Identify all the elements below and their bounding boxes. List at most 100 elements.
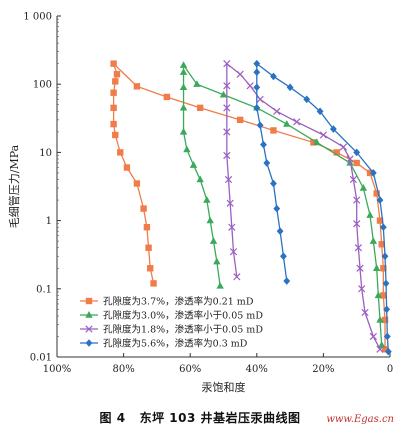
x-marker (236, 70, 244, 78)
triangle-marker (369, 237, 378, 244)
x-marker-stroke (339, 143, 348, 151)
x-marker (376, 345, 384, 353)
triangle-marker (283, 120, 291, 127)
x-marker (353, 220, 361, 228)
square-marker (236, 116, 244, 124)
triangle-marker (179, 83, 188, 91)
legend-item-3: 孔隙度为1.8%，渗透率小于0.05 mD (80, 324, 263, 336)
x-marker (361, 308, 369, 317)
x-marker (349, 175, 357, 184)
x-marker (223, 60, 231, 68)
legend: 孔隙度为3.7%，渗透率为0.21 mD 孔隙度为3.0%，渗透率小于0.05 m… (80, 296, 263, 350)
x-marker (356, 264, 364, 272)
diamond-marker (316, 107, 324, 116)
triangle-marker (189, 161, 198, 168)
x-marker-stroke (233, 273, 241, 281)
diamond-marker (353, 148, 361, 157)
x-marker-stroke (85, 325, 93, 333)
figure-number: 图 4 (99, 411, 126, 425)
triangle-marker (377, 340, 386, 348)
x-marker-stroke (369, 332, 377, 341)
square-marker (110, 120, 117, 128)
triangle-marker (179, 68, 188, 75)
square-marker (380, 265, 387, 272)
axes: 0.01 0.1 1 10 100 1 000 100% 80% 60% 40% 20% 0 汞饱和度 毛… (7, 12, 393, 395)
triangle-marker (313, 138, 321, 146)
triangle-marker (183, 145, 191, 153)
series-2 (179, 61, 386, 348)
square-marker (310, 139, 317, 146)
square-marker (380, 292, 387, 299)
x-marker-stroke (256, 95, 264, 103)
x-tick-label: 100% (43, 364, 72, 375)
diamond-marker (376, 196, 384, 204)
diamond-marker (273, 204, 281, 213)
square-marker (376, 217, 384, 224)
diamond-marker (384, 347, 392, 356)
x-tick-label: 0 (387, 364, 393, 375)
x-marker-stroke (353, 220, 361, 228)
x-tick-label: 80% (112, 364, 134, 375)
triangle-marker (376, 315, 384, 323)
x-tick-label: 40% (246, 364, 268, 375)
y-tick-label: 1 (46, 216, 52, 227)
square-marker (145, 244, 152, 251)
diamond-marker (383, 332, 391, 341)
x-tick-label: 60% (179, 364, 201, 375)
diamond-marker (329, 125, 337, 133)
x-marker (223, 151, 231, 160)
diamond-marker (303, 95, 311, 104)
legend-item-1: 孔隙度为3.7%，渗透率为0.21 mD (80, 296, 254, 308)
diamond-marker (85, 339, 93, 347)
triangle-marker (206, 216, 214, 224)
x-marker-stroke (223, 128, 231, 136)
x-marker-stroke (349, 175, 357, 184)
square-marker (112, 78, 119, 85)
triangle-marker (179, 61, 188, 68)
triangle-marker (213, 257, 221, 265)
x-marker (223, 128, 231, 136)
y-tick-label: 100 (33, 80, 52, 91)
x-marker (85, 325, 93, 333)
x-marker-stroke (346, 155, 354, 163)
x-marker-stroke (223, 82, 231, 90)
x-marker-stroke (228, 223, 236, 231)
square-marker (353, 159, 360, 167)
square-marker (378, 241, 385, 248)
diamond-marker (253, 104, 261, 112)
diamond-marker (256, 121, 264, 130)
diamond-marker (263, 159, 271, 167)
x-marker (358, 285, 366, 293)
x-marker (229, 248, 238, 256)
diamond-marker (379, 223, 387, 232)
square-marker (133, 180, 141, 187)
diamond-marker (253, 83, 261, 92)
diamond-marker (276, 227, 284, 235)
x-marker-stroke (229, 248, 238, 256)
triangle-marker (359, 184, 368, 191)
legend-item-4: 孔隙度为5.6%，渗透率为0.3 mD (80, 338, 248, 350)
series-layer (110, 59, 392, 356)
x-tick-label: 20% (312, 364, 334, 375)
square-marker (110, 89, 117, 96)
square-marker (112, 131, 119, 139)
y-tick-label: 1 000 (23, 12, 52, 23)
triangle-marker (179, 127, 188, 135)
x-marker-stroke (354, 244, 362, 252)
legend-label: 孔隙度为5.6%，渗透率为0.3 mD (103, 338, 248, 350)
x-marker-stroke (223, 60, 231, 68)
x-axis-title: 汞饱和度 (202, 380, 246, 394)
x-marker-stroke (293, 118, 301, 126)
square-marker (147, 265, 154, 272)
x-marker (223, 104, 231, 112)
diamond-marker (253, 59, 261, 68)
square-marker (196, 104, 204, 112)
triangle-marker (193, 80, 201, 87)
x-marker-stroke (223, 151, 231, 160)
series-line (182, 63, 383, 346)
legend-label: 孔隙度为3.7%，渗透率为0.21 mD (103, 296, 254, 308)
diamond-marker (260, 140, 267, 149)
triangle-marker (366, 211, 374, 218)
legend-item-2: 孔隙度为3.0%，渗透率小于0.05 mD (80, 310, 263, 322)
diamond-marker (369, 169, 377, 177)
